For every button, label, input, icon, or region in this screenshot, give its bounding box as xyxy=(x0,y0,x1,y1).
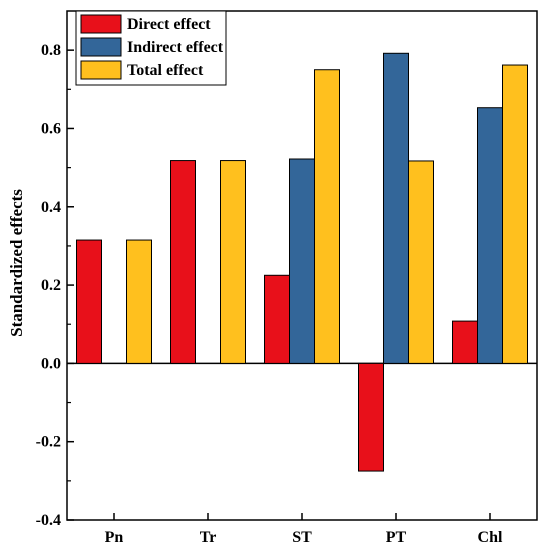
legend-swatch xyxy=(80,60,122,80)
y-tick-label: 0.6 xyxy=(41,120,61,137)
bar xyxy=(76,239,102,364)
legend: Direct effect Indirect effect Total effect xyxy=(75,10,227,86)
legend-label: Total effect xyxy=(127,62,204,79)
bar xyxy=(383,52,409,364)
x-axis: Pn Tr ST PT Chl xyxy=(105,513,503,546)
bar xyxy=(477,107,503,364)
bar xyxy=(264,274,290,364)
legend-swatch xyxy=(80,37,122,57)
bar xyxy=(170,160,196,364)
bar xyxy=(220,160,246,364)
legend-swatch xyxy=(80,14,122,34)
bar xyxy=(314,69,340,364)
bar xyxy=(126,239,152,364)
y-tick-label: 0.4 xyxy=(41,199,61,216)
x-tick-label: Pn xyxy=(105,529,124,546)
legend-label: Direct effect xyxy=(127,16,211,33)
bar xyxy=(358,362,384,472)
x-tick-label: Chl xyxy=(478,529,503,546)
y-axis: -0.4 -0.2 0.0 0.2 0.4 0.6 0.8 xyxy=(36,42,74,529)
bar xyxy=(289,158,315,364)
y-tick-label: -0.2 xyxy=(36,434,61,451)
x-tick-label: Tr xyxy=(200,529,217,546)
y-tick-label: 0.8 xyxy=(41,42,61,59)
bars xyxy=(76,52,528,472)
legend-label: Indirect effect xyxy=(127,39,224,56)
y-tick-label: -0.4 xyxy=(36,512,61,529)
bar xyxy=(408,160,434,364)
y-axis-title: Standardized effects xyxy=(7,189,26,337)
x-tick-label: PT xyxy=(386,529,407,546)
y-tick-label: 0.2 xyxy=(41,277,61,294)
y-tick-label: 0.0 xyxy=(41,355,61,372)
bar xyxy=(502,64,528,364)
x-tick-label: ST xyxy=(292,529,312,546)
bar xyxy=(452,320,478,364)
